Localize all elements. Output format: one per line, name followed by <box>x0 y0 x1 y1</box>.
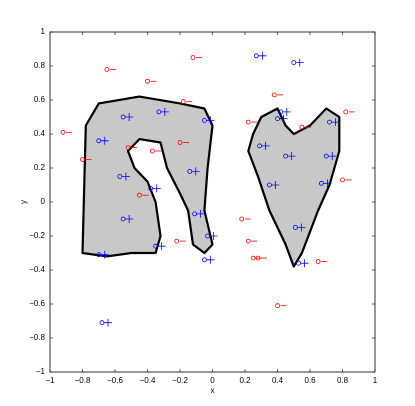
point <box>245 119 251 125</box>
point-plus <box>100 136 109 145</box>
x-tick-label: 0.8 <box>337 376 349 385</box>
point-plus <box>261 141 270 150</box>
point-plus <box>125 215 134 223</box>
point <box>104 67 110 72</box>
x-tick-label: 0.4 <box>272 376 284 385</box>
x-tick-label: −0.2 <box>172 376 188 385</box>
point <box>80 157 85 162</box>
y-tick-label: −0.4 <box>29 265 45 274</box>
point <box>239 216 245 222</box>
point-plus <box>271 181 280 189</box>
point <box>245 238 251 244</box>
point <box>177 140 183 145</box>
point-plus <box>209 232 218 240</box>
y-tick-label: 0.2 <box>34 163 46 172</box>
y-tick-label: −0.2 <box>29 231 45 240</box>
point <box>174 238 180 244</box>
point-plus <box>160 107 169 116</box>
region-right <box>247 107 341 268</box>
point <box>340 177 345 183</box>
point-plus <box>323 179 332 188</box>
point-plus <box>297 223 306 232</box>
point <box>190 55 196 60</box>
point <box>343 109 349 115</box>
point-plus <box>287 152 296 161</box>
x-tick-label: −0.4 <box>140 376 156 385</box>
point <box>271 92 277 98</box>
point-plus <box>157 242 166 251</box>
y-tick-label: 1 <box>41 27 46 36</box>
point-plus <box>206 116 215 125</box>
x-tick-label: 0.6 <box>304 376 316 385</box>
y-tick-label: 0.6 <box>34 95 46 104</box>
point-plus <box>282 107 291 116</box>
point-plus <box>196 209 205 218</box>
point <box>299 124 305 130</box>
point <box>145 78 150 84</box>
point-plus <box>331 118 340 127</box>
point-plus <box>206 255 215 264</box>
point-plus <box>328 152 337 161</box>
y-tick-label: 0.8 <box>34 61 46 70</box>
x-tick-label: 0 <box>210 376 215 385</box>
y-tick-label: 0.4 <box>34 129 46 138</box>
point-plus <box>125 113 134 121</box>
x-tick-label: −0.6 <box>107 376 123 385</box>
point <box>60 129 66 135</box>
point <box>275 303 280 309</box>
point-plus <box>300 259 309 268</box>
point-plus <box>152 184 161 193</box>
point-plus <box>191 167 200 176</box>
point-plus <box>121 172 130 181</box>
point <box>180 99 186 105</box>
y-tick-label: −1 <box>36 367 46 376</box>
point-plus <box>279 114 288 123</box>
x-axis-label: x <box>211 386 215 395</box>
point <box>149 148 155 154</box>
x-tick-label: −1 <box>45 376 55 385</box>
y-axis-label: y <box>19 200 28 204</box>
y-tick-label: −0.6 <box>29 299 45 308</box>
point <box>125 145 131 151</box>
point-plus <box>295 58 304 67</box>
x-tick-label: 0.2 <box>239 376 251 385</box>
point <box>315 259 321 264</box>
y-tick-label: −0.8 <box>29 333 45 342</box>
point-plus <box>258 51 267 60</box>
point <box>250 255 256 261</box>
point <box>136 192 142 198</box>
region-left <box>81 95 214 258</box>
x-tick-label: 1 <box>373 376 378 385</box>
y-tick-label: 0 <box>41 197 46 206</box>
point-plus <box>104 318 112 327</box>
x-tick-label: −0.8 <box>75 376 91 385</box>
point-plus <box>100 250 109 259</box>
